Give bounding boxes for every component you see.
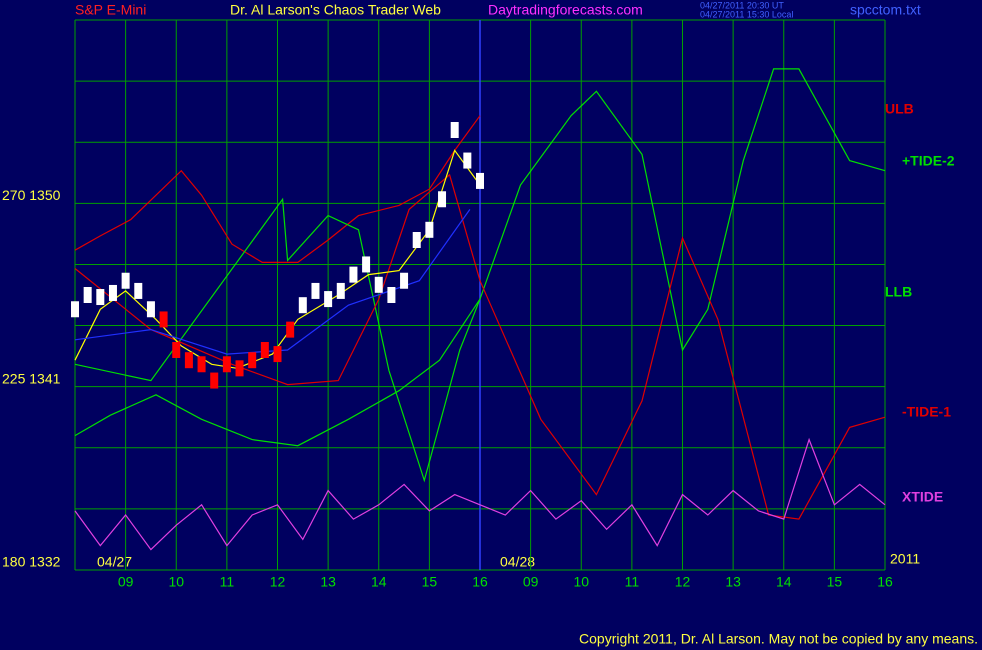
date-label: 04/27 — [97, 554, 132, 570]
series-label: LLB — [885, 284, 912, 300]
site: Daytradingforecasts.com — [488, 2, 643, 18]
price-bar — [146, 301, 155, 318]
x-tick-label: 12 — [270, 574, 286, 590]
price-bar — [286, 321, 295, 338]
price-bar — [476, 172, 484, 189]
y-tick-label: 270 1350 — [2, 187, 61, 203]
price-bar — [121, 272, 130, 289]
price-bar — [324, 291, 333, 308]
y-tick-label: 225 1341 — [2, 370, 61, 386]
price-bar — [71, 301, 79, 318]
price-bar — [425, 221, 434, 238]
price-bar — [336, 282, 345, 299]
price-bar — [273, 346, 282, 363]
x-tick-label: 12 — [675, 574, 691, 590]
series-line — [74, 437, 886, 551]
series-label: XTIDE — [902, 489, 943, 505]
x-tick-label: 11 — [220, 574, 235, 590]
x-tick-label: 09 — [118, 574, 134, 590]
series-label: ULB — [885, 101, 914, 117]
price-bar — [463, 152, 472, 169]
price-bar — [298, 297, 307, 314]
y-tick-label: 180 1332 — [2, 554, 61, 570]
series-label: -TIDE-1 — [902, 404, 951, 420]
date-label: 04/28 — [500, 554, 535, 570]
x-tick-label: 14 — [371, 574, 387, 590]
x-tick-label: 15 — [422, 574, 438, 590]
x-tick-label: 11 — [625, 574, 640, 590]
x-tick-label: 15 — [827, 574, 843, 590]
x-tick-label: 10 — [573, 574, 589, 590]
x-tick-label: 09 — [523, 574, 539, 590]
timestamp: 04/27/2011 15:30 Local — [700, 9, 793, 19]
price-bar — [83, 287, 92, 303]
price-bar — [235, 360, 244, 377]
price-bar — [362, 256, 371, 273]
file-name: spcctom.txt — [850, 2, 921, 18]
price-bar — [349, 266, 358, 283]
series-line — [74, 115, 481, 263]
price-bar — [374, 276, 383, 293]
price-bar — [172, 342, 181, 358]
price-bar — [311, 282, 320, 299]
x-tick-label: 13 — [725, 574, 741, 590]
price-bar — [387, 287, 396, 303]
x-tick-label: 16 — [472, 574, 488, 590]
price-bar — [108, 284, 117, 301]
price-bar — [400, 272, 409, 289]
price-bar — [159, 311, 168, 328]
price-bar — [412, 232, 421, 248]
x-tick-label: 13 — [320, 574, 336, 590]
price-bar — [260, 342, 269, 358]
price-bar — [438, 191, 447, 208]
copyright: Copyright 2011, Dr. Al Larson. May not b… — [579, 631, 978, 647]
x-tick-label: 14 — [776, 574, 792, 590]
series-label: +TIDE-2 — [902, 153, 955, 169]
chart-title: Dr. Al Larson's Chaos Trader Web — [230, 2, 441, 18]
series-line — [74, 209, 471, 355]
price-bar — [210, 372, 219, 389]
symbol: S&P E-Mini — [75, 2, 146, 18]
price-bar — [134, 282, 143, 299]
price-bar — [450, 122, 459, 138]
price-bar — [184, 352, 193, 369]
price-bar — [96, 289, 105, 306]
x-tick-label: 16 — [877, 574, 893, 590]
series-line — [74, 68, 886, 483]
price-bar — [197, 356, 206, 373]
price-bar — [248, 352, 257, 369]
date-label: 2011 — [890, 551, 920, 567]
price-bar — [222, 356, 231, 373]
x-tick-label: 10 — [168, 574, 184, 590]
timestamp: 04/27/2011 20:30 UT — [700, 0, 784, 10]
series-line — [74, 298, 481, 447]
